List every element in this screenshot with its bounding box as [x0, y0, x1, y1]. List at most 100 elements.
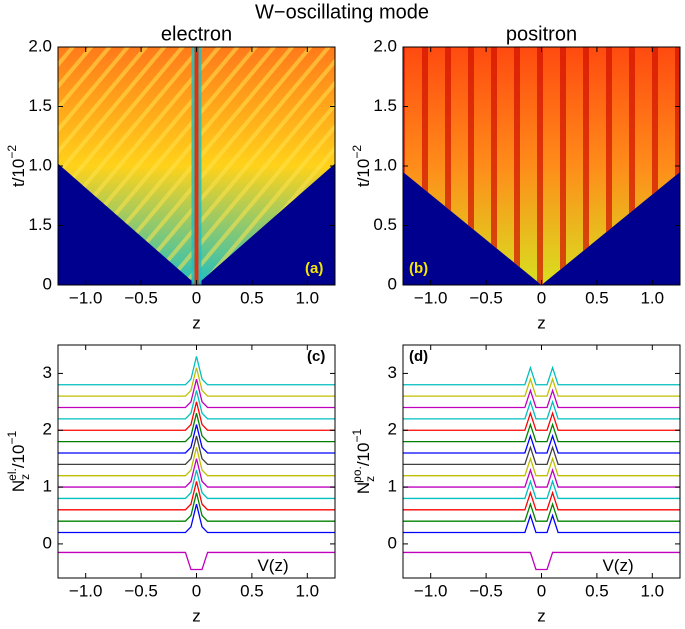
x-tick-label: 0.5 — [240, 288, 264, 307]
y-label-sup: el. — [5, 468, 19, 481]
y-label-sup: −1 — [5, 431, 19, 445]
y-tick-label: 1 — [388, 477, 397, 496]
y-label-part: N — [354, 482, 373, 494]
y-tick-label: 1.5 — [28, 215, 52, 234]
trace — [58, 367, 335, 397]
panel-label: (a) — [305, 260, 323, 277]
plot-area — [58, 47, 335, 285]
trace — [58, 458, 335, 488]
x-tick-label: −1.0 — [414, 581, 448, 600]
x-tick-label: 0 — [192, 581, 201, 600]
x-tick-label: 0.5 — [240, 581, 264, 600]
x-tick-label: −1.0 — [69, 581, 103, 600]
panel-title: electron — [161, 23, 232, 45]
y-label-part: t/10 — [354, 159, 373, 187]
y-label-sub: z — [18, 474, 32, 480]
y-label-sup: −2 — [5, 145, 19, 159]
x-tick-label: −0.5 — [124, 288, 158, 307]
potential-label: V(z) — [257, 556, 288, 575]
y-tick-label: 0.5 — [373, 215, 397, 234]
trace — [58, 390, 335, 420]
trace — [58, 469, 335, 500]
trace — [403, 388, 680, 409]
x-tick-label: 0 — [537, 581, 546, 600]
x-axis-label: z — [537, 606, 546, 625]
x-tick-label: 0 — [537, 288, 546, 307]
trace — [403, 513, 680, 534]
panel-label: (c) — [307, 348, 325, 365]
y-tick-label: 2.0 — [373, 36, 397, 55]
panel-title: positron — [506, 23, 577, 45]
panel-label: (d) — [409, 348, 428, 365]
trace — [58, 413, 335, 443]
y-tick-label: 1 — [43, 477, 52, 496]
x-tick-label: 1.0 — [640, 581, 664, 600]
y-tick-label: 1.0 — [28, 155, 52, 174]
y-label-part: N — [9, 480, 28, 492]
trace — [403, 551, 680, 571]
y-label-part: t/10 — [9, 159, 28, 187]
x-axis-label: z — [537, 313, 546, 332]
trace — [58, 356, 335, 386]
trace — [58, 378, 335, 409]
x-tick-label: −1.0 — [69, 288, 103, 307]
trace — [403, 502, 680, 522]
x-tick-label: 0.5 — [585, 581, 609, 600]
trace — [58, 481, 335, 511]
x-axis-label: z — [192, 606, 201, 625]
trace — [403, 456, 680, 477]
trace — [403, 479, 680, 500]
y-tick-label: 1.0 — [373, 155, 397, 174]
y-tick-label: 1.5 — [28, 96, 52, 115]
trace — [403, 422, 680, 443]
y-axis-label: t/10−2 — [350, 145, 373, 187]
x-tick-label: 1.0 — [640, 288, 664, 307]
y-tick-label: 1.5 — [373, 96, 397, 115]
trace — [58, 447, 335, 477]
y-label-part: /10 — [9, 445, 28, 469]
y-tick-label: 2 — [43, 420, 52, 439]
trace — [403, 433, 680, 454]
y-tick-label: 2.0 — [28, 36, 52, 55]
x-tick-label: −0.5 — [469, 288, 503, 307]
x-tick-label: 1.0 — [295, 288, 319, 307]
x-tick-label: 1.0 — [295, 581, 319, 600]
trace — [58, 424, 335, 454]
panel: −1.0 −0.5 0 0.5 1.0 0 0.5 1.0 1.5 2.0 z positron (b)… — [350, 23, 681, 332]
y-axis-label: t/10−2 — [5, 145, 28, 187]
trace — [403, 376, 680, 397]
y-label-sup: po. — [350, 466, 364, 483]
trace — [58, 503, 335, 534]
plot-area — [403, 47, 680, 285]
trace — [58, 492, 335, 522]
y-tick-label: 3 — [43, 363, 52, 382]
trace — [58, 401, 335, 431]
y-label-sup: −2 — [350, 145, 364, 159]
center-core — [194, 47, 199, 285]
panel: −1.0 −0.5 0 0.5 1.0 0 1.5 1.0 1.5 2.0 z electron (a)… — [5, 23, 336, 332]
plot-area — [403, 365, 680, 571]
x-axis-label: z — [192, 313, 201, 332]
y-label-part: /10 — [354, 443, 373, 467]
trace — [403, 467, 680, 488]
trace — [403, 365, 680, 386]
plot-area — [58, 356, 335, 571]
figure-title: W−oscillating mode — [255, 1, 429, 23]
panel-label: (b) — [409, 260, 428, 277]
y-tick-label: 0 — [43, 533, 52, 552]
y-tick-label: 3 — [388, 363, 397, 382]
potential-label: V(z) — [602, 556, 633, 575]
x-tick-label: −1.0 — [414, 288, 448, 307]
axes-frame — [402, 344, 681, 579]
trace — [403, 490, 680, 511]
trace — [403, 445, 680, 465]
y-tick-label: 0 — [43, 274, 52, 293]
trace — [403, 399, 680, 420]
x-tick-label: 0.5 — [585, 288, 609, 307]
x-tick-label: 0 — [192, 288, 201, 307]
x-tick-label: −0.5 — [124, 581, 158, 600]
trace — [58, 551, 335, 571]
region-texture — [403, 47, 680, 285]
